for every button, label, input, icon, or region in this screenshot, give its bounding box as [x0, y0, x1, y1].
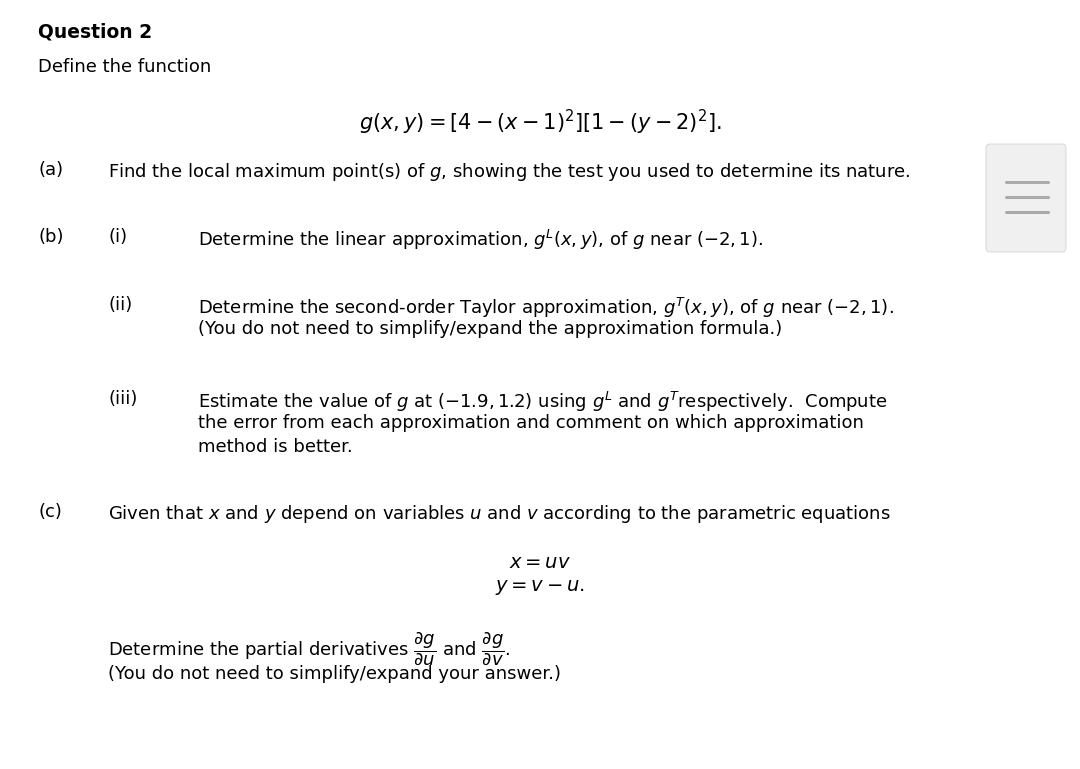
Text: (b): (b): [38, 228, 64, 246]
Text: Given that $x$ and $y$ depend on variables $u$ and $v$ according to the parametr: Given that $x$ and $y$ depend on variabl…: [108, 503, 891, 525]
Text: Determine the linear approximation, $g^L(x, y)$, of $g$ near $(-2,1)$.: Determine the linear approximation, $g^L…: [198, 228, 764, 252]
FancyBboxPatch shape: [986, 144, 1066, 252]
Text: (c): (c): [38, 503, 62, 521]
Text: (You do not need to simplify/expand your answer.): (You do not need to simplify/expand your…: [108, 665, 561, 683]
Text: Define the function: Define the function: [38, 58, 212, 76]
Text: Estimate the value of $g$ at $(-1.9, 1.2)$ using $g^L$ and $g^T$respectively.  C: Estimate the value of $g$ at $(-1.9, 1.2…: [198, 390, 888, 414]
Text: Determine the second-order Taylor approximation, $g^T(x, y)$, of $g$ near $(-2,1: Determine the second-order Taylor approx…: [198, 296, 894, 320]
Text: $y = v - u.$: $y = v - u.$: [495, 578, 585, 597]
Text: Find the local maximum point(s) of $g$, showing the test you used to determine i: Find the local maximum point(s) of $g$, …: [108, 161, 910, 183]
Text: the error from each approximation and comment on which approximation: the error from each approximation and co…: [198, 414, 864, 432]
Text: $x = uv$: $x = uv$: [509, 553, 571, 572]
Text: (ii): (ii): [108, 296, 132, 314]
Text: $g(x, y) = [4 - (x - 1)^2][1 - (y - 2)^2].$: $g(x, y) = [4 - (x - 1)^2][1 - (y - 2)^2…: [359, 108, 721, 137]
Text: method is better.: method is better.: [198, 438, 353, 456]
Text: Question 2: Question 2: [38, 22, 152, 41]
Text: (iii): (iii): [108, 390, 137, 408]
Text: Determine the partial derivatives $\dfrac{\partial g}{\partial u}$ and $\dfrac{\: Determine the partial derivatives $\dfra…: [108, 630, 511, 667]
Text: (a): (a): [38, 161, 63, 179]
Text: (i): (i): [108, 228, 127, 246]
Text: (You do not need to simplify/expand the approximation formula.): (You do not need to simplify/expand the …: [198, 320, 782, 338]
